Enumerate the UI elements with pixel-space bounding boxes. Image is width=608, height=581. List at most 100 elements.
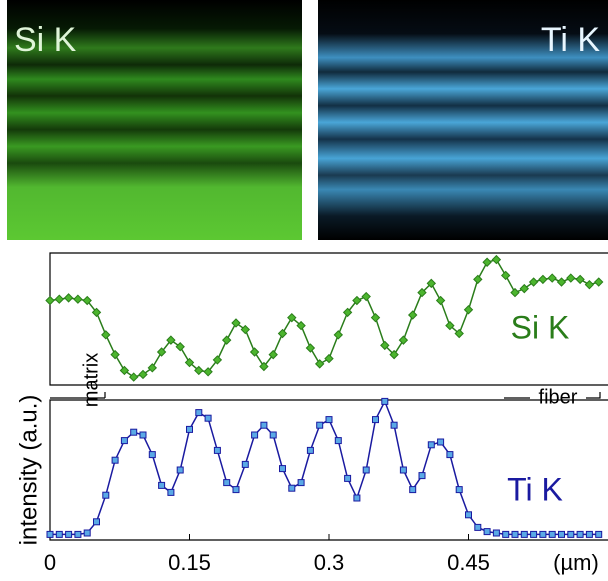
marker [519, 283, 530, 294]
marker [147, 363, 158, 373]
marker [511, 530, 519, 538]
marker [333, 330, 344, 340]
marker [139, 431, 147, 439]
marker [297, 479, 305, 487]
marker [491, 254, 502, 265]
marker [455, 486, 463, 494]
marker [316, 421, 324, 429]
marker [585, 530, 593, 538]
marker [556, 277, 567, 287]
marker [91, 307, 102, 318]
marker [575, 274, 585, 285]
marker [463, 305, 474, 315]
marker [166, 335, 176, 345]
marker [138, 369, 148, 380]
marker [130, 428, 138, 436]
marker [567, 530, 575, 538]
marker [83, 529, 91, 537]
marker [362, 466, 370, 474]
marker [417, 287, 427, 298]
panel-frame [49, 252, 608, 386]
marker [446, 451, 454, 459]
marker [344, 474, 352, 482]
marker [548, 530, 556, 538]
marker [390, 421, 398, 429]
marker [102, 491, 110, 499]
marker [465, 511, 472, 519]
marker [306, 446, 314, 454]
marker [342, 307, 353, 318]
marker [101, 330, 111, 340]
marker [407, 310, 418, 320]
marker [381, 397, 389, 405]
marker [539, 530, 547, 538]
marker [576, 530, 584, 538]
marker [46, 530, 54, 538]
x-tick-label: 0.45 [447, 550, 490, 575]
marker [528, 277, 539, 287]
map-label: Si K [14, 21, 77, 59]
marker [325, 416, 333, 424]
marker [483, 528, 491, 536]
marker [120, 437, 128, 445]
series-label: Ti K [507, 471, 563, 507]
marker [399, 466, 407, 474]
marker [279, 465, 286, 473]
marker [128, 372, 139, 382]
marker [380, 340, 390, 351]
marker [148, 451, 156, 459]
marker [445, 320, 455, 331]
marker [73, 294, 83, 304]
marker [502, 530, 510, 538]
marker [45, 295, 55, 306]
marker [398, 335, 409, 345]
annotation: fiber [539, 386, 578, 408]
marker [176, 466, 184, 474]
marker [204, 414, 212, 422]
bracket [50, 392, 601, 399]
marker [110, 349, 120, 360]
marker [352, 295, 362, 306]
marker [156, 347, 167, 357]
marker [372, 416, 379, 424]
marker [473, 274, 483, 285]
marker [324, 353, 334, 364]
si-map [7, 0, 302, 240]
ti-map [318, 0, 608, 240]
marker [93, 518, 100, 526]
x-axis-label: (µm) [553, 550, 599, 575]
marker [409, 486, 417, 494]
marker [241, 460, 249, 468]
marker [510, 287, 520, 298]
marker [435, 295, 446, 306]
x-tick-label: 0.3 [314, 550, 345, 575]
map-label: Ti K [541, 21, 601, 59]
marker [119, 365, 130, 376]
marker [213, 446, 221, 454]
marker [55, 530, 63, 538]
marker [593, 277, 604, 287]
marker [221, 335, 232, 345]
series-line [50, 399, 599, 536]
marker [566, 273, 576, 283]
marker [334, 437, 342, 445]
marker [287, 312, 297, 323]
marker [240, 324, 251, 335]
marker [195, 409, 203, 417]
marker [500, 270, 511, 281]
marker [251, 431, 259, 439]
marker [353, 494, 361, 502]
marker [158, 481, 166, 489]
marker [249, 347, 260, 357]
marker [175, 342, 185, 352]
marker [288, 484, 296, 492]
marker [194, 365, 204, 376]
marker [558, 530, 565, 538]
marker [454, 328, 464, 339]
marker [259, 361, 269, 372]
marker [186, 425, 193, 433]
marker [547, 273, 557, 283]
marker [361, 291, 371, 302]
marker [82, 295, 92, 306]
